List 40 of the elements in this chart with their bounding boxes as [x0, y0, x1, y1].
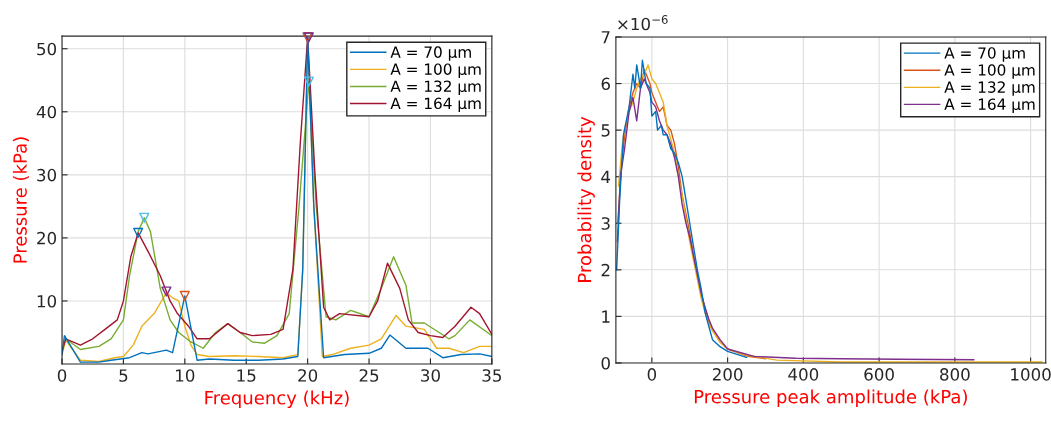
x-tick-label: 5	[119, 369, 128, 382]
x-tick-label: 15	[237, 369, 256, 382]
x-tick-label: 0	[57, 369, 67, 382]
x-axis-title: Frequency (kHz)	[205, 390, 349, 409]
x-tick-label: 800	[940, 368, 970, 381]
y-tick-label: 6	[601, 77, 610, 91]
x-tick-label: 400	[788, 368, 819, 381]
y-tick-label: 5	[601, 124, 610, 137]
x-tick-label: 600	[864, 368, 894, 381]
y-tick-label: 7	[601, 31, 610, 44]
x-tick-label: 1000	[1011, 368, 1051, 381]
y-tick-label: 3	[601, 217, 610, 230]
text: ×10$^{−6}$	[618, 15, 668, 31]
y-tick-label: 4	[601, 170, 611, 184]
legend-label: A = 132 μm	[944, 81, 1035, 96]
x-tick-label: 35	[482, 369, 502, 382]
x-tick-label: 200	[712, 368, 743, 381]
y-tick-label: 10	[37, 294, 57, 308]
y-tick-label: 50	[37, 42, 57, 56]
x-tick-label: 20	[298, 369, 318, 382]
legend-label: A = 70 μm	[944, 47, 1025, 62]
x-tick-label: 0	[647, 368, 657, 381]
legend-label: A = 100 μm	[944, 64, 1035, 79]
y-tick-label: 40	[36, 105, 57, 119]
legend-label: A = 132 μm	[390, 80, 481, 95]
x-tick-label: 10	[176, 369, 195, 382]
y-tick-label: 1	[602, 310, 610, 323]
y-axis-title: Pressure (kPa)	[12, 137, 30, 263]
y-tick-label: 20	[37, 231, 57, 245]
legend-label: A = 164 μm	[390, 97, 481, 113]
y-axis-title: Probability density	[577, 116, 595, 282]
y-tick-label: 30	[37, 168, 57, 182]
y-tick-label: 2	[601, 263, 610, 277]
x-tick-label: 25	[359, 369, 379, 382]
x-tick-label: 30	[421, 369, 440, 382]
legend-label: A = 70 μm	[390, 46, 471, 61]
x-axis-title: Pressure peak amplitude (kPa)	[694, 389, 967, 407]
legend-label: A = 164 μm	[944, 98, 1035, 113]
legend-label: A = 100 μm	[390, 63, 481, 78]
y-tick-label: 0	[601, 356, 610, 370]
